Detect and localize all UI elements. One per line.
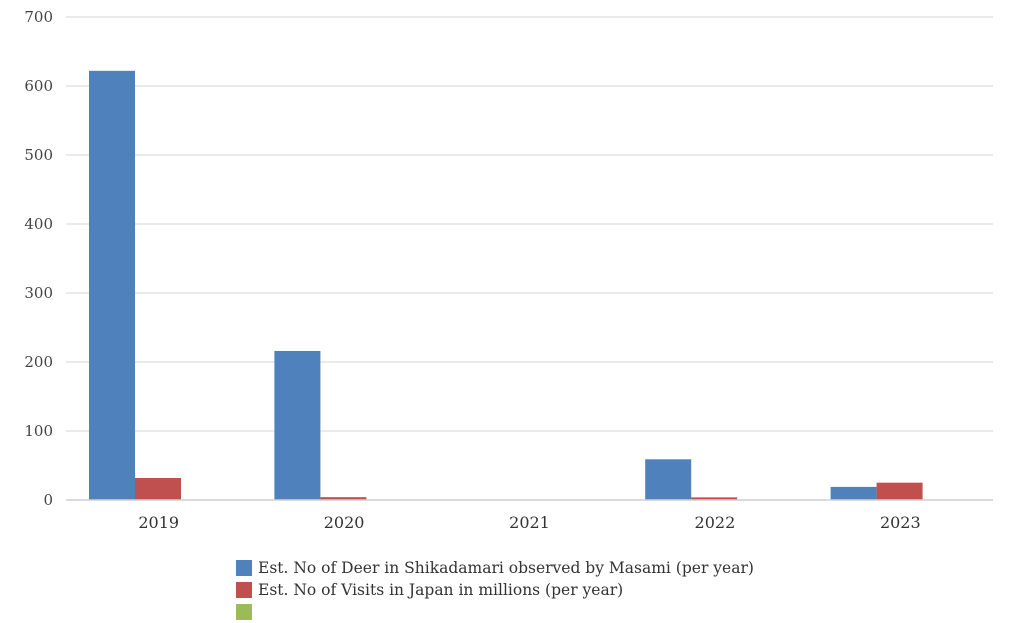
y-tick-label: 500 [24,146,53,164]
y-tick-label: 400 [24,215,53,233]
x-tick-label: 2019 [138,513,179,532]
bar-s0-2019 [89,71,135,500]
bar-s0-2023 [831,487,877,500]
legend-item-visits: Est. No of Visits in Japan in millions (… [236,579,876,601]
bar-s1-2019 [135,478,181,500]
gridlines [66,17,993,431]
bar-s0-2020 [274,351,320,500]
x-axis: 2019 2020 2021 2022 2023 [138,513,920,532]
legend-swatch-deer [236,560,252,576]
bar-s1-2023 [877,483,923,500]
x-tick-label: 2023 [880,513,921,532]
y-tick-label: 300 [24,284,53,302]
y-axis: 0 100 200 300 400 500 600 700 [24,8,53,509]
legend-swatch-visits [236,582,252,598]
y-tick-label: 600 [24,77,53,95]
bar-s0-2022 [645,459,691,500]
legend-item-third [236,601,876,623]
x-tick-label: 2022 [695,513,736,532]
x-tick-label: 2020 [324,513,365,532]
legend: Est. No of Deer in Shikadamari observed … [236,557,876,623]
legend-item-deer: Est. No of Deer in Shikadamari observed … [236,557,876,579]
legend-label-deer: Est. No of Deer in Shikadamari observed … [258,559,754,577]
legend-label-visits: Est. No of Visits in Japan in millions (… [258,581,623,599]
legend-swatch-third [236,604,252,620]
bars [89,71,923,500]
y-tick-label: 200 [24,353,53,371]
y-tick-label: 0 [43,491,53,509]
x-tick-label: 2021 [509,513,550,532]
y-tick-label: 700 [24,8,53,26]
y-tick-label: 100 [24,422,53,440]
